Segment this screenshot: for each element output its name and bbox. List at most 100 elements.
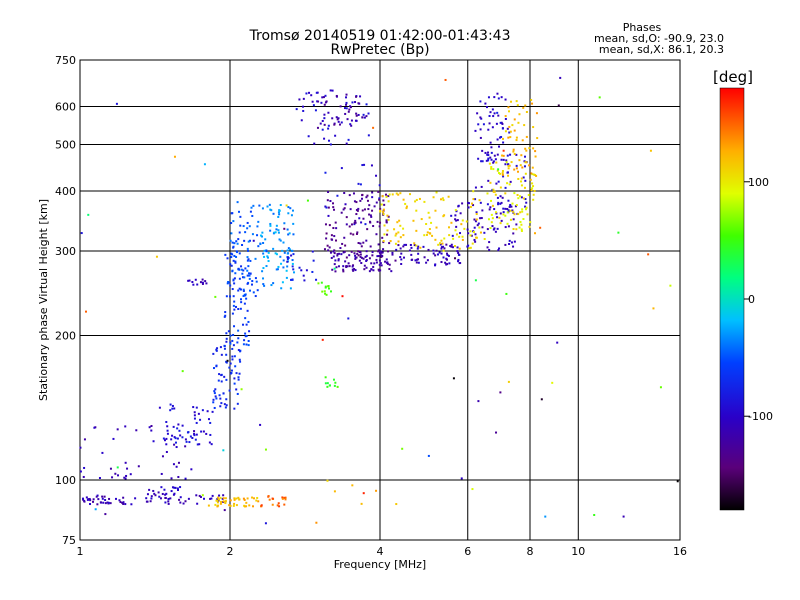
data-point [415, 198, 418, 201]
data-point [86, 498, 89, 501]
data-point [476, 112, 479, 115]
data-point [243, 505, 246, 508]
data-point [323, 103, 326, 106]
data-point [497, 180, 500, 183]
data-point [214, 503, 217, 506]
data-point [492, 188, 495, 191]
data-point [351, 268, 354, 271]
data-point [457, 253, 460, 256]
data-point [116, 428, 119, 431]
data-point [539, 226, 542, 229]
data-point [205, 432, 208, 435]
data-point [308, 91, 311, 94]
data-point [355, 95, 358, 98]
data-point [336, 118, 339, 121]
data-point [559, 76, 562, 79]
data-point [441, 197, 444, 200]
chart-subtitle: RwPretec (Bp) [330, 42, 429, 58]
data-point [195, 433, 198, 436]
data-point [338, 123, 341, 126]
data-point [349, 208, 352, 211]
data-point [397, 231, 400, 234]
data-point [335, 266, 338, 269]
data-point [238, 358, 241, 361]
data-point [173, 436, 176, 439]
data-point [324, 171, 327, 174]
data-point [526, 213, 529, 216]
data-point [434, 209, 437, 212]
data-point [220, 374, 223, 377]
data-point [146, 493, 149, 496]
data-point [291, 265, 294, 268]
data-point [182, 502, 185, 505]
data-point [437, 243, 440, 246]
data-point [496, 153, 499, 156]
data-point [242, 294, 245, 297]
data-point [378, 184, 381, 187]
data-point [382, 208, 385, 211]
data-point [474, 129, 477, 132]
data-point [476, 224, 479, 227]
data-point [514, 205, 517, 208]
data-point [486, 228, 489, 231]
data-point [315, 91, 318, 94]
data-point [361, 209, 364, 212]
data-point [216, 501, 219, 504]
data-point [391, 251, 394, 254]
data-point [531, 166, 534, 169]
data-point [248, 330, 251, 333]
data-point [302, 97, 305, 100]
data-point [239, 350, 242, 353]
data-point [504, 117, 507, 120]
data-point [454, 214, 457, 217]
data-point [198, 494, 201, 497]
data-point [366, 194, 369, 197]
data-point [509, 136, 512, 139]
data-point [314, 109, 317, 112]
data-point [215, 348, 218, 351]
data-point [420, 218, 423, 221]
data-point [278, 238, 281, 241]
data-point [331, 89, 334, 92]
data-point [286, 258, 289, 261]
data-point [287, 256, 290, 259]
data-point [160, 486, 163, 489]
data-point [371, 196, 374, 199]
data-point [209, 421, 212, 424]
data-point [323, 290, 326, 293]
data-point [262, 283, 265, 286]
colorbar-label: [deg] [713, 68, 753, 86]
data-point [491, 108, 494, 111]
data-point [531, 187, 534, 190]
data-point [495, 431, 498, 434]
data-point [335, 239, 338, 242]
data-point [223, 315, 226, 318]
data-point [394, 259, 397, 262]
data-point [242, 289, 245, 292]
colorbar-tick-label: -100 [748, 410, 773, 423]
data-point [502, 213, 505, 216]
data-point [247, 272, 250, 275]
data-point [229, 284, 232, 287]
data-point [196, 502, 199, 505]
data-point [262, 267, 265, 270]
data-point [228, 366, 231, 369]
data-point [336, 254, 339, 257]
data-point [355, 114, 358, 117]
data-point [79, 446, 82, 449]
data-point [240, 301, 243, 304]
data-point [327, 124, 330, 127]
data-points [79, 76, 679, 525]
data-point [324, 223, 327, 226]
data-point [351, 484, 354, 487]
data-point [96, 494, 99, 497]
data-point [291, 278, 294, 281]
data-point [479, 201, 482, 204]
data-point [193, 411, 196, 414]
data-point [184, 445, 187, 448]
data-point [490, 151, 493, 154]
data-point [323, 123, 326, 126]
data-point [250, 206, 253, 209]
data-point [230, 264, 233, 267]
data-point [444, 261, 447, 264]
